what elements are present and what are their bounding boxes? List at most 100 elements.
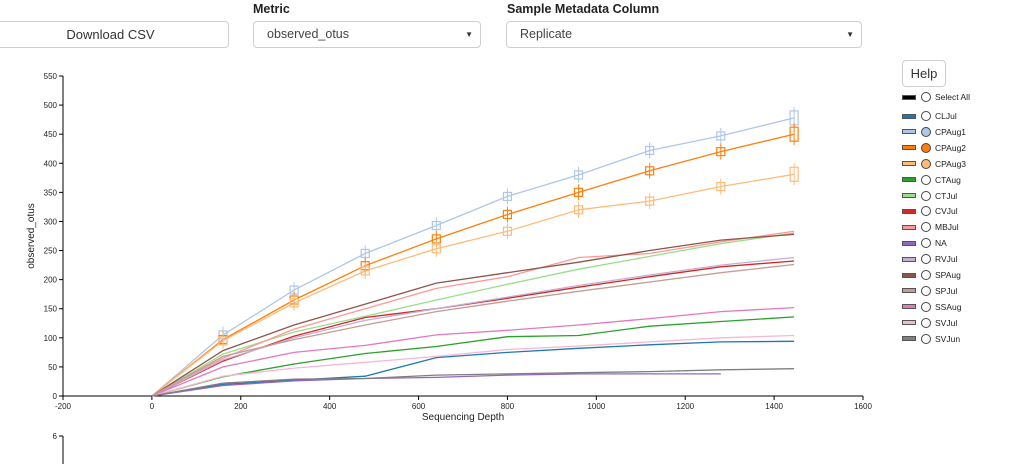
legend-swatch bbox=[902, 113, 916, 119]
legend-swatch bbox=[902, 145, 916, 151]
y-tick-label: 50 bbox=[48, 363, 57, 372]
boxplot-box bbox=[573, 170, 584, 180]
x-tick-label: 0 bbox=[150, 402, 155, 411]
legend-checkbox[interactable] bbox=[921, 333, 931, 344]
legend-checkbox[interactable] bbox=[921, 190, 931, 201]
legend-item[interactable]: MBJul bbox=[902, 220, 959, 234]
legend-checkbox[interactable] bbox=[921, 126, 931, 137]
legend-checkbox[interactable] bbox=[921, 301, 931, 312]
series-line bbox=[151, 230, 795, 397]
metadata-column-select[interactable]: Replicate ▼ bbox=[506, 21, 862, 48]
y-tick-label: 250 bbox=[44, 247, 58, 256]
metric-select-value: observed_otus bbox=[267, 27, 350, 41]
legend-item[interactable]: SPJul bbox=[902, 284, 957, 298]
legend-swatch bbox=[902, 272, 916, 278]
legend-item[interactable]: SVJun bbox=[902, 332, 960, 346]
legend-label: SVJun bbox=[935, 333, 961, 344]
legend-checkbox[interactable] bbox=[921, 92, 931, 102]
legend-select-all[interactable]: Select All bbox=[902, 90, 970, 104]
boxplot-box bbox=[789, 126, 799, 142]
metadata-column-label: Sample Metadata Column bbox=[507, 2, 660, 16]
series-line bbox=[151, 340, 795, 397]
y-tick-label: 550 bbox=[44, 72, 58, 81]
legend-checkbox[interactable] bbox=[921, 270, 931, 280]
y-tick-label: 100 bbox=[44, 334, 58, 343]
legend-swatch bbox=[902, 240, 916, 246]
chevron-down-icon: ▼ bbox=[465, 30, 473, 39]
legend-checkbox[interactable] bbox=[921, 111, 931, 121]
legend-label: CPAug3 bbox=[935, 158, 967, 169]
legend-checkbox[interactable] bbox=[921, 174, 931, 185]
boxplot-box bbox=[502, 191, 513, 202]
series-line bbox=[151, 133, 795, 397]
chevron-down-icon: ▼ bbox=[846, 30, 854, 39]
boxplot-box bbox=[431, 220, 441, 231]
legend-item[interactable]: NA bbox=[902, 236, 947, 250]
legend-label: CPAug2 bbox=[935, 142, 967, 153]
legend-swatch bbox=[902, 129, 916, 135]
legend-checkbox[interactable] bbox=[921, 222, 931, 233]
legend-item[interactable]: CLJul bbox=[902, 109, 957, 123]
legend-item[interactable]: SPAug bbox=[902, 268, 961, 282]
legend-item[interactable]: CPAug3 bbox=[902, 157, 966, 171]
legend-label: MBJul bbox=[935, 222, 959, 233]
legend-label: SPAug bbox=[935, 270, 961, 280]
boxplot-box bbox=[645, 166, 655, 176]
download-csv-button[interactable]: Download CSV bbox=[0, 21, 229, 48]
legend-label: SVJul bbox=[935, 317, 958, 328]
series-line bbox=[151, 263, 795, 397]
series-line bbox=[151, 316, 795, 397]
legend-item[interactable]: CPAug2 bbox=[902, 141, 966, 155]
series-line bbox=[151, 368, 795, 397]
boxplot-box bbox=[218, 336, 228, 346]
legend-swatch bbox=[902, 224, 916, 230]
legend-item[interactable]: SVJul bbox=[902, 316, 957, 330]
x-tick-label: 200 bbox=[234, 402, 248, 411]
legend-checkbox[interactable] bbox=[921, 238, 931, 249]
y-tick-label: 450 bbox=[44, 130, 58, 139]
legend-item[interactable]: CPAug1 bbox=[902, 125, 966, 139]
metric-select[interactable]: observed_otus ▼ bbox=[253, 21, 481, 48]
legend-label: CTJul bbox=[935, 190, 958, 201]
legend-checkbox[interactable] bbox=[921, 317, 931, 328]
x-tick-label: 600 bbox=[412, 402, 426, 411]
legend-swatch bbox=[902, 208, 916, 214]
boxplot-box bbox=[645, 196, 655, 206]
legend-checkbox[interactable] bbox=[921, 254, 931, 265]
legend-checkbox[interactable] bbox=[921, 206, 931, 217]
legend-item[interactable]: CTJul bbox=[902, 189, 957, 203]
legend-item[interactable]: CTAug bbox=[902, 173, 961, 187]
x-tick-label: 400 bbox=[323, 402, 337, 411]
legend-swatch bbox=[902, 161, 916, 167]
boxplot-box bbox=[360, 266, 370, 276]
legend-label: CPAug1 bbox=[935, 126, 967, 137]
series-line bbox=[151, 256, 795, 397]
boxplot-box bbox=[360, 248, 370, 259]
legend-checkbox[interactable] bbox=[921, 285, 931, 296]
boxplot-box bbox=[502, 209, 513, 220]
x-tick-label: 1400 bbox=[765, 402, 783, 411]
legend-checkbox[interactable] bbox=[921, 142, 931, 153]
series-line bbox=[151, 117, 795, 397]
legend-label: SPJul bbox=[935, 285, 958, 296]
y-tick-label: 500 bbox=[44, 101, 58, 110]
legend-checkbox[interactable] bbox=[921, 158, 931, 169]
legend-item[interactable]: CVJul bbox=[902, 204, 958, 218]
legend-item[interactable]: SSAug bbox=[902, 300, 961, 314]
series-line bbox=[151, 232, 795, 397]
legend-label: Select All bbox=[935, 92, 970, 102]
series-line bbox=[151, 306, 795, 397]
legend-item[interactable]: RVJul bbox=[902, 252, 958, 266]
series-line bbox=[151, 373, 721, 397]
legend-label: CVJul bbox=[935, 206, 958, 217]
boxplot-box bbox=[502, 226, 513, 236]
x-tick-label: 1600 bbox=[854, 402, 872, 411]
x-tick-label: -200 bbox=[55, 402, 72, 411]
metric-label: Metric bbox=[253, 2, 290, 16]
boxplot-box bbox=[645, 145, 655, 156]
legend-swatch bbox=[902, 288, 916, 294]
legend-label: CTAug bbox=[935, 174, 961, 185]
help-button[interactable]: Help bbox=[902, 60, 946, 87]
y-axis-title: observed_otus bbox=[26, 203, 37, 269]
